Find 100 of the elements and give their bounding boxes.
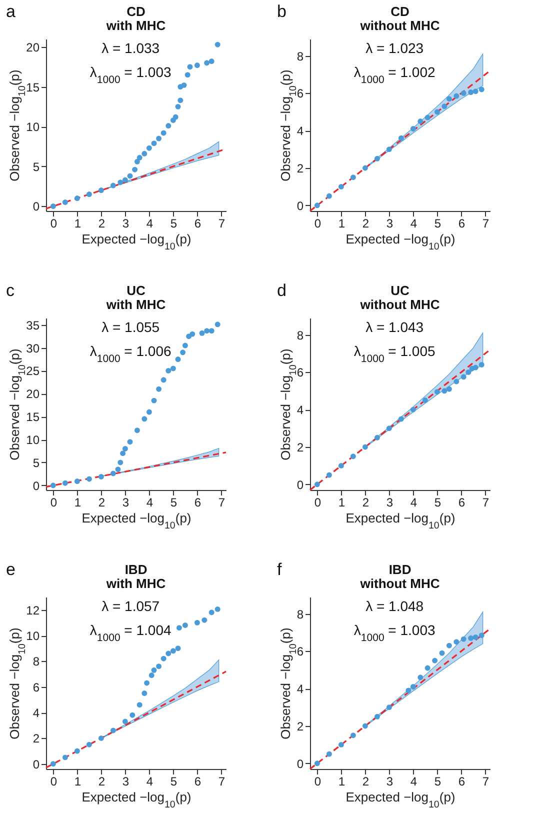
text: e xyxy=(6,560,16,580)
point xyxy=(74,478,80,484)
point xyxy=(460,636,466,642)
point xyxy=(338,462,344,468)
annotation: λ$_{1000}$ = 1.006 xyxy=(90,343,172,365)
x-tick-label: 0 xyxy=(314,774,322,788)
x-tick-label: 1 xyxy=(74,496,82,510)
x-tick-label: 2 xyxy=(362,216,370,230)
x-tick-label: 3 xyxy=(386,496,394,510)
point xyxy=(190,331,196,337)
point xyxy=(166,368,172,374)
point xyxy=(410,126,416,132)
x-tick-label: 7 xyxy=(218,496,226,510)
point xyxy=(146,409,152,415)
point xyxy=(122,177,128,183)
y-tick-label: 0 xyxy=(296,478,304,492)
point xyxy=(314,482,320,488)
point xyxy=(110,470,116,476)
text: f xyxy=(277,560,282,580)
x-tick-label: 4 xyxy=(410,216,418,230)
y-tick-label: 5 xyxy=(32,160,40,174)
point xyxy=(160,377,166,383)
y-tick-label: 20 xyxy=(26,387,40,402)
annotation: λ$_{1000}$ = 1.002 xyxy=(354,64,436,86)
y-tick-label: 0 xyxy=(32,200,40,214)
point xyxy=(454,378,460,384)
point xyxy=(338,184,344,190)
y-tick-label: 4 xyxy=(296,124,304,138)
chart-subtitle: without MHC xyxy=(359,297,440,312)
y-tick-label: 2 xyxy=(296,162,304,176)
y-tick-label: 35 xyxy=(26,318,40,332)
point xyxy=(110,182,116,188)
text: d xyxy=(277,281,286,301)
point xyxy=(410,684,416,690)
y-tick-label: 0 xyxy=(32,757,40,772)
point xyxy=(418,674,424,680)
point xyxy=(468,635,474,641)
point xyxy=(466,369,472,375)
point xyxy=(178,98,184,104)
x-tick-label: 4 xyxy=(146,496,154,510)
y-tick-label: 8 xyxy=(296,607,304,622)
point xyxy=(98,474,104,480)
point xyxy=(122,718,128,724)
y-tick-label: 4 xyxy=(296,682,304,696)
x-tick-label: 0 xyxy=(314,216,322,230)
x-tick-label: 2 xyxy=(98,496,106,510)
x-tick-label: 6 xyxy=(194,774,202,788)
annotation: λ$_{1000}$ = 1.004 xyxy=(90,622,172,644)
point xyxy=(115,466,121,472)
point xyxy=(176,625,182,631)
point xyxy=(446,386,452,392)
text: c xyxy=(6,281,14,301)
point xyxy=(127,173,133,179)
point xyxy=(148,672,154,678)
point xyxy=(74,196,80,201)
y-tick-label: 6 xyxy=(32,680,40,694)
annotation: λ$_{1000}$ = 1.003 xyxy=(354,622,436,644)
point xyxy=(208,328,214,334)
point xyxy=(454,93,460,99)
y-tick-label: 15 xyxy=(26,410,40,424)
y-tick-label: 6 xyxy=(296,644,304,659)
point xyxy=(98,735,104,741)
x-tick-label: 2 xyxy=(98,774,106,788)
chart-subtitle: without MHC xyxy=(359,18,440,33)
point xyxy=(134,428,140,434)
point xyxy=(86,476,92,482)
chart-subtitle: without MHC xyxy=(359,576,440,591)
point xyxy=(362,723,368,729)
y-tick-label: 30 xyxy=(26,341,40,356)
point xyxy=(160,130,166,136)
point xyxy=(118,180,124,186)
x-tick-label: 1 xyxy=(74,774,82,788)
point xyxy=(74,748,80,754)
x-tick-label: 1 xyxy=(74,216,82,230)
x-tick-label: 7 xyxy=(482,216,490,230)
point xyxy=(434,109,440,115)
x-tick-label: 3 xyxy=(122,216,130,230)
x-tick-label: 7 xyxy=(482,496,490,510)
point xyxy=(374,434,380,440)
chart-subtitle: with MHC xyxy=(105,18,166,33)
annotation: λ$_{1000}$ = 1.005 xyxy=(354,343,436,365)
x-axis-title: Expected −log$_{10}$(p) xyxy=(346,790,456,810)
point xyxy=(170,648,176,654)
point xyxy=(160,656,166,662)
point xyxy=(151,140,157,146)
point xyxy=(208,610,214,616)
y-tick-label: 10 xyxy=(26,629,40,644)
point xyxy=(350,174,356,180)
point xyxy=(175,646,181,652)
point xyxy=(214,42,220,48)
point xyxy=(439,650,445,656)
point xyxy=(472,364,478,370)
annotation: λ = 1.055 xyxy=(102,319,160,335)
x-tick-label: 7 xyxy=(218,216,226,230)
annotation: λ = 1.033 xyxy=(102,40,160,56)
y-tick-label: 12 xyxy=(26,603,40,618)
annotation: λ = 1.043 xyxy=(366,319,424,335)
point xyxy=(184,72,190,78)
point xyxy=(156,136,162,142)
y-tick-label: 6 xyxy=(296,86,304,101)
